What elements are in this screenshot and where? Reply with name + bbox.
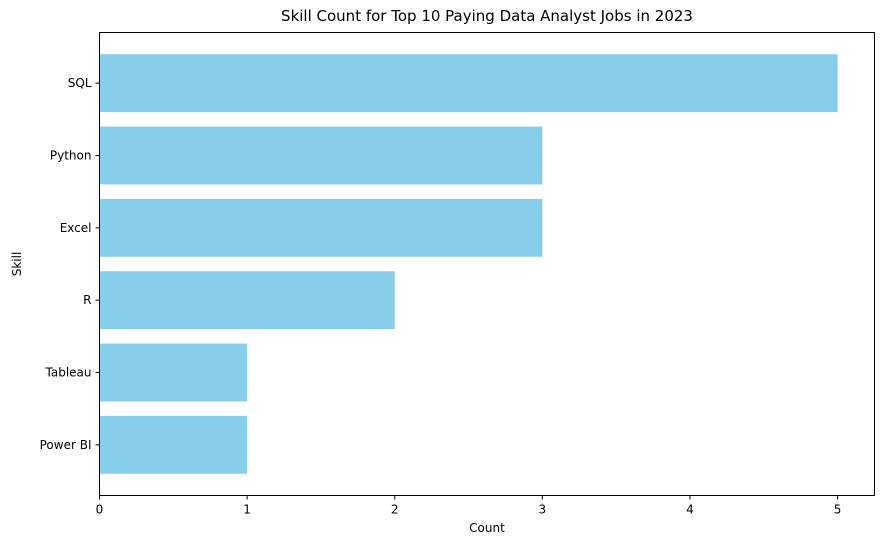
y-tick-label: Excel [60,221,92,235]
bar-excel [99,198,543,257]
x-tick-label: 4 [686,503,694,517]
bar-r [99,271,395,330]
y-tick-label: Python [50,148,92,162]
bar-python [99,126,543,185]
x-tick-label: 3 [539,503,547,517]
y-tick-label: Tableau [45,366,92,380]
x-tick-label: 5 [834,503,842,517]
chart-title: Skill Count for Top 10 Paying Data Analy… [281,7,693,25]
y-tick-label: SQL [68,76,92,90]
y-tick-label: Power BI [40,438,92,452]
x-tick-label: 2 [391,503,399,517]
x-tick-label: 0 [96,503,104,517]
bar-sql [99,54,838,113]
y-axis-label: Skill [10,252,24,277]
y-axis-ticks: SQL Python Excel R Tableau Power BI [40,76,100,452]
bar-power-bi [99,415,248,474]
x-axis-label: Count [469,521,505,535]
bar-tableau [99,343,248,402]
y-tick-label: R [83,293,91,307]
bars-group [99,54,838,474]
x-axis-ticks: 0 1 2 3 4 5 [96,495,842,517]
x-tick-label: 1 [243,503,251,517]
plot-frame [99,32,875,496]
